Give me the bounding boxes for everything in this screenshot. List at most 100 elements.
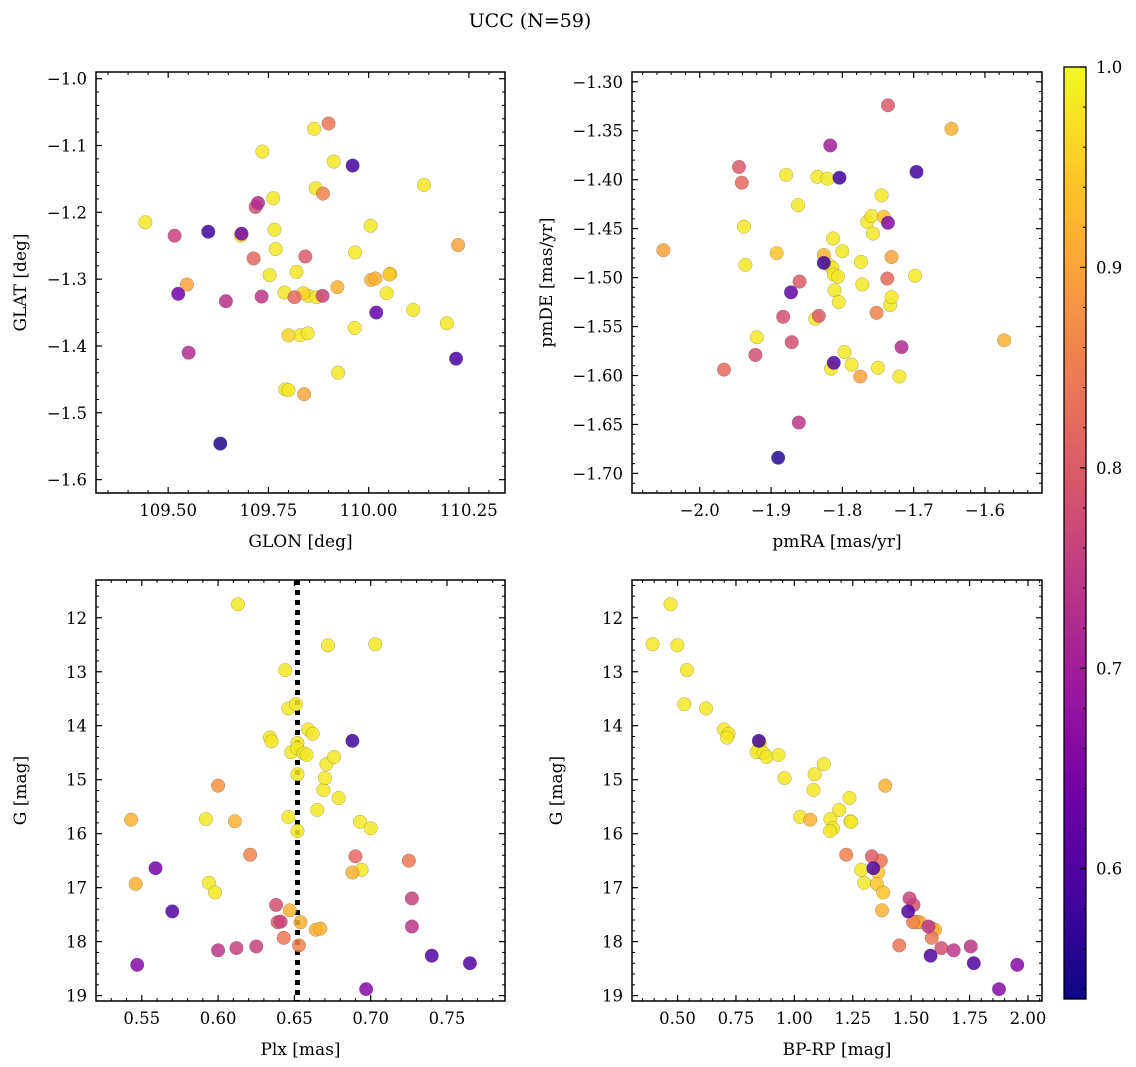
scatter-point	[424, 948, 439, 963]
y-tick-label: 19	[602, 987, 623, 1006]
scatter-point	[823, 138, 838, 153]
scatter-point	[255, 144, 270, 159]
y-tick-label: 14	[602, 717, 623, 736]
x-tick-label: 2.00	[1010, 1009, 1047, 1028]
scatter-point	[892, 369, 907, 384]
scatter-point	[138, 215, 153, 230]
scatter-point	[124, 812, 139, 827]
scatter-point	[348, 245, 363, 260]
y-tick-label: 13	[66, 663, 87, 682]
scatter-point	[909, 164, 924, 179]
x-tick-label: 109.50	[139, 501, 197, 520]
scatter-point	[208, 885, 223, 900]
plot-frame	[631, 579, 1043, 1002]
scatter-point	[320, 638, 335, 653]
scatter-point	[864, 208, 879, 223]
scatter-point	[944, 121, 959, 136]
y-axis-label: pmDE [mas/yr]	[537, 217, 557, 347]
scatter-point	[264, 734, 279, 749]
y-tick-label: 19	[66, 987, 87, 1006]
y-tick-label: −1.40	[572, 171, 623, 190]
scatter-point	[826, 231, 841, 246]
y-axis-label: GLAT [deg]	[11, 233, 31, 331]
scatter-glon-glat: 109.50 109.75 110.00 110.25 −1.6 −1.5 −1.4 −1.3…	[11, 70, 506, 552]
scatter-point	[663, 597, 678, 612]
y-tick-label: −1.4	[47, 337, 87, 356]
scatter-point	[313, 921, 328, 936]
scatter-point	[736, 219, 751, 234]
scatter-point	[347, 320, 362, 335]
x-tick-label: 110.00	[340, 501, 398, 520]
scatter-point	[148, 861, 163, 876]
scatter-point	[345, 733, 360, 748]
y-tick-label: 17	[66, 879, 87, 898]
scatter-point	[269, 897, 284, 912]
scatter-point	[213, 436, 228, 451]
scatter-point	[321, 116, 336, 131]
scatter-point	[908, 268, 923, 283]
scatter-point	[297, 387, 312, 402]
y-tick-label: 18	[602, 933, 623, 952]
scatter-point	[844, 814, 859, 829]
scatter-point	[307, 121, 322, 136]
scatter-point	[234, 226, 249, 241]
scatter-point	[855, 277, 870, 292]
scatter-point	[305, 726, 320, 741]
x-axis-label: Plx [mas]	[260, 1040, 340, 1060]
y-tick-label: −1.60	[572, 367, 623, 386]
scatter-point	[771, 450, 786, 465]
scatter-point	[326, 154, 341, 169]
y-tick-label: 12	[66, 609, 87, 628]
scatter-point	[439, 316, 454, 331]
scatter-point	[293, 915, 308, 930]
scatter-point	[180, 277, 195, 292]
y-tick-label: −1.35	[572, 122, 623, 141]
plot-frame-overlay	[631, 579, 1043, 1002]
scatter-point	[884, 250, 899, 265]
scatter-point	[677, 697, 692, 712]
scatter-point	[963, 939, 978, 954]
scatter-point	[404, 919, 419, 934]
scatter-point	[1010, 957, 1025, 972]
scatter-point	[278, 663, 293, 678]
scatter-point	[857, 875, 872, 890]
scatter-point	[791, 415, 806, 430]
plot-frame-overlay	[631, 71, 1043, 494]
plot-frame	[95, 71, 506, 494]
scatter-point	[749, 330, 764, 345]
plot-frame	[95, 579, 506, 1002]
scatter-point	[670, 638, 685, 653]
colorbar-frame	[1063, 66, 1087, 1000]
scatter-point	[853, 369, 868, 384]
scatter-point	[181, 345, 196, 360]
scatter-point	[290, 767, 305, 782]
scatter-point	[330, 280, 345, 295]
scatter-point	[803, 812, 818, 827]
scatter-point	[884, 290, 899, 305]
scatter-point	[230, 597, 245, 612]
scatter-point	[250, 195, 265, 210]
scatter-point	[811, 308, 826, 323]
scatter-point	[227, 814, 242, 829]
scatter-bprp-g: 0.50 0.75 1.00 1.25 1.50 1.75 2.00 12 13 14 15 16 17…	[547, 579, 1047, 1060]
scatter-point	[171, 286, 186, 301]
scatter-point	[864, 849, 879, 864]
x-axis-label: BP-RP [mag]	[783, 1040, 892, 1060]
scatter-point	[167, 228, 182, 243]
scatter-point	[288, 697, 303, 712]
scatter-point	[417, 177, 432, 192]
scatter-point	[823, 823, 838, 838]
x-tick-label: 0.60	[200, 1009, 237, 1028]
scatter-point	[281, 809, 296, 824]
y-axis-label: G [mag]	[11, 756, 31, 825]
x-tick-label: −1.8	[822, 501, 862, 520]
scatter-point	[656, 243, 671, 258]
y-tick-label: −1.6	[47, 471, 87, 490]
scatter-point	[876, 885, 891, 900]
scatter-point	[716, 362, 731, 377]
x-tick-label: −1.9	[751, 501, 791, 520]
scatter-point	[844, 357, 859, 372]
scatter-point	[449, 351, 464, 366]
scatter-point	[853, 254, 868, 269]
x-tick-label: 1.25	[834, 1009, 871, 1028]
